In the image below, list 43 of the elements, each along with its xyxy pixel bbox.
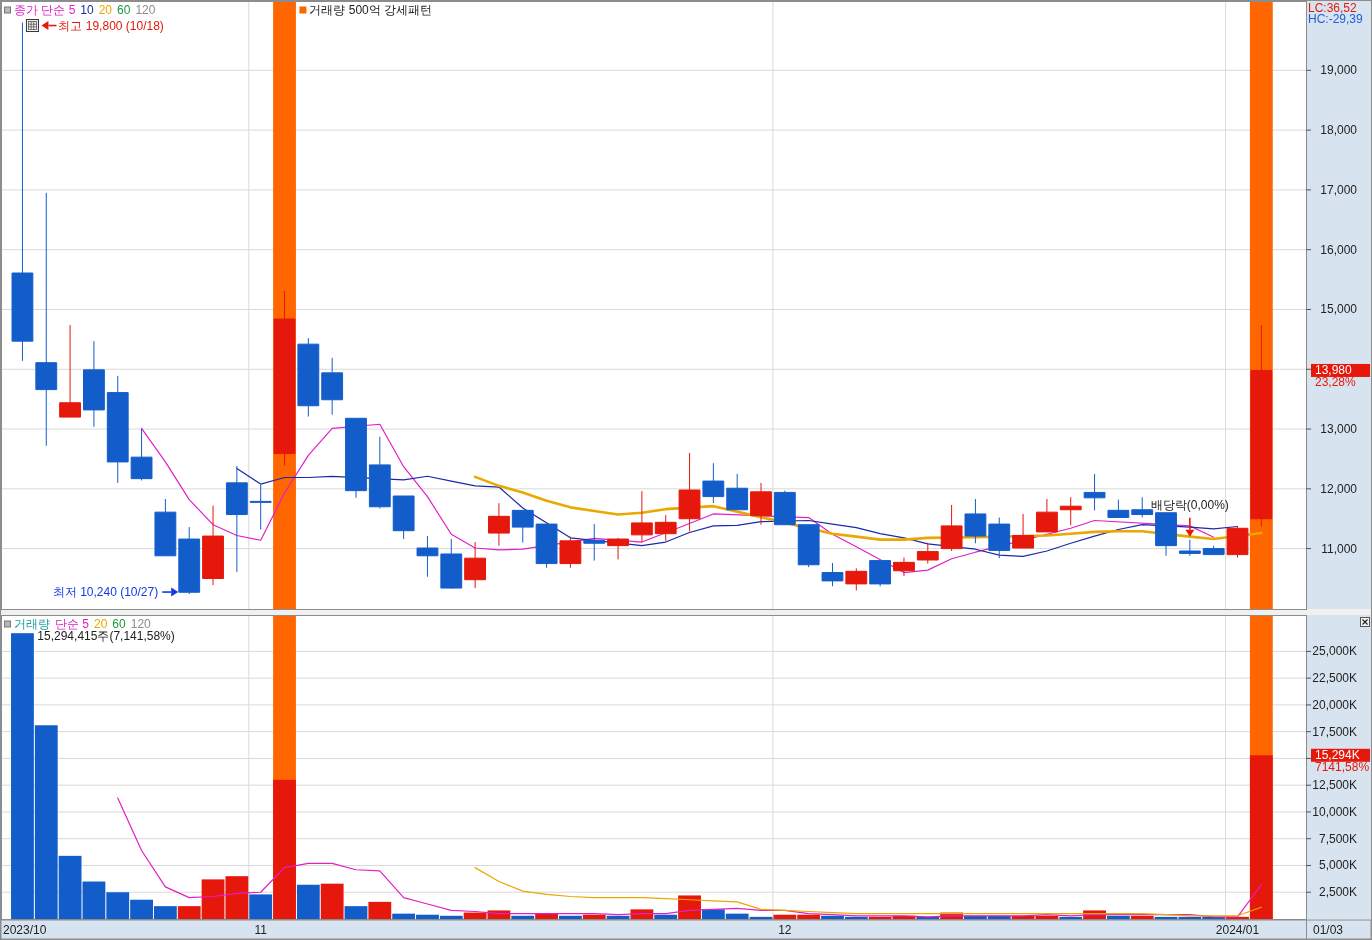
text: 10	[80, 3, 95, 17]
y-tick-label: 16,000	[1320, 242, 1358, 257]
legend-label: 거래량 500억 강세패턴	[309, 3, 433, 17]
y-tick-label: 20,000K	[1312, 697, 1357, 712]
annotation: 배당락(0,00%)	[1150, 497, 1229, 512]
y-tick-label: 11,000	[1321, 541, 1358, 556]
y-tick-label: 18,000	[1320, 123, 1358, 138]
y-tick-label: 17,000	[1320, 182, 1358, 197]
y-tick-label: 10,000K	[1312, 804, 1357, 819]
legend-title: 거래량	[14, 617, 50, 631]
text: 20	[98, 3, 113, 17]
y-tick-label: 12,500K	[1312, 778, 1357, 793]
y-tick-label: 12,000	[1320, 481, 1358, 496]
text: 01/03	[1313, 922, 1344, 937]
legend-label: 120	[130, 617, 152, 631]
text: 15,294K	[1315, 748, 1360, 763]
y-tick-label: 2,500K	[1318, 885, 1357, 900]
text: 23,28%	[1315, 375, 1357, 390]
legend-label: 60	[112, 617, 127, 631]
text: 단순 5	[55, 617, 90, 631]
legend-label: 60	[117, 3, 131, 17]
y-tick-label: 22,500K	[1312, 671, 1357, 686]
text: 7141,58%	[1315, 760, 1370, 775]
text: 20	[94, 617, 108, 631]
legend-label: 120	[135, 3, 156, 17]
y-tick-label: 15,000	[1320, 302, 1358, 317]
x-tick-label: 2023/10	[2, 922, 47, 937]
text: LC:36,52	[1308, 1, 1358, 15]
annotation: 15,294,415주(7,141,58%)	[37, 629, 175, 643]
y-tick-label: 25,000K	[1312, 644, 1357, 659]
x-tick-label: 11	[254, 922, 268, 937]
annotation: 최저 10,240 (10/27)	[52, 585, 159, 600]
text: HC:-29,39	[1308, 12, 1364, 26]
x-tick-label: 2024/01	[1215, 922, 1260, 937]
y-tick-label: 7,500K	[1318, 831, 1357, 846]
y-tick-label: 13,000	[1320, 422, 1358, 437]
x-tick-label: 12	[778, 922, 792, 937]
y-tick-label: 19,000	[1320, 63, 1358, 78]
annotation: 최고 19,800 (10/18)	[58, 18, 164, 33]
y-tick-label: 5,000K	[1318, 858, 1357, 873]
text: 13,980	[1315, 363, 1353, 378]
text: 종가 단순 5	[14, 3, 76, 17]
y-tick-label: 17,500K	[1312, 724, 1357, 739]
